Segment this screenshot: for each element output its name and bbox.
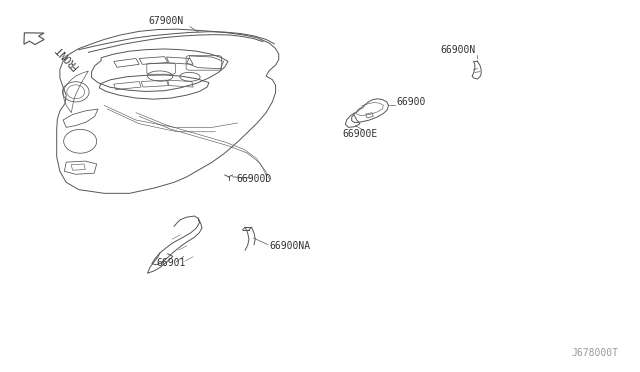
Text: 66900E: 66900E (342, 129, 378, 139)
Text: 67900N: 67900N (148, 16, 184, 26)
Text: 66900: 66900 (396, 97, 426, 108)
Text: FRONT: FRONT (52, 43, 80, 71)
Text: 66900D: 66900D (236, 174, 271, 184)
Text: 66901: 66901 (156, 258, 186, 268)
Text: 66900N: 66900N (440, 45, 476, 55)
Text: J678000T: J678000T (571, 348, 618, 358)
Text: 66900NA: 66900NA (269, 241, 310, 251)
